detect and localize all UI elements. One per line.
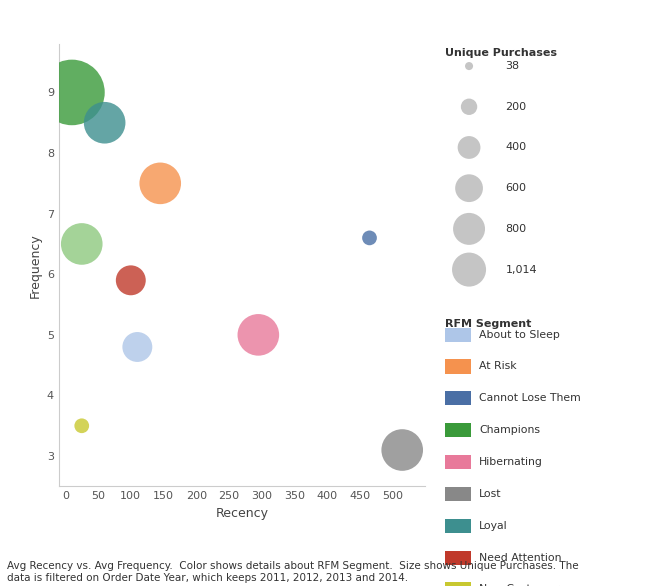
FancyBboxPatch shape — [445, 582, 471, 586]
Text: Champions: Champions — [479, 425, 540, 435]
Text: Unique Purchases: Unique Purchases — [445, 49, 557, 59]
Text: RFM Segment: RFM Segment — [445, 319, 531, 329]
Y-axis label: Frequency: Frequency — [28, 233, 41, 298]
Point — [132, 342, 143, 352]
Point — [464, 265, 474, 274]
Point — [464, 143, 474, 152]
Text: Avg Recency vs. Avg Frequency.  Color shows details about RFM Segment.  Size sho: Avg Recency vs. Avg Frequency. Color sho… — [7, 561, 578, 583]
Text: 600: 600 — [506, 183, 526, 193]
Point — [99, 118, 110, 127]
Point — [364, 233, 375, 243]
Point — [464, 224, 474, 234]
Point — [126, 275, 136, 285]
FancyBboxPatch shape — [445, 455, 471, 469]
Text: 200: 200 — [506, 102, 526, 112]
Text: About to Sleep: About to Sleep — [479, 330, 560, 340]
X-axis label: Recency: Recency — [215, 507, 269, 520]
Text: Lost: Lost — [479, 489, 502, 499]
Point — [77, 421, 87, 431]
FancyBboxPatch shape — [445, 328, 471, 342]
Text: New Customers: New Customers — [479, 584, 565, 586]
FancyBboxPatch shape — [445, 423, 471, 437]
FancyBboxPatch shape — [445, 359, 471, 373]
Text: 400: 400 — [506, 142, 526, 152]
FancyBboxPatch shape — [445, 391, 471, 406]
Text: 38: 38 — [506, 61, 520, 71]
Point — [464, 62, 474, 71]
Text: Cannot Lose Them: Cannot Lose Them — [479, 393, 581, 403]
Point — [464, 102, 474, 111]
Point — [155, 179, 165, 188]
Text: Loyal: Loyal — [479, 521, 508, 531]
Text: At Risk: At Risk — [479, 362, 517, 372]
Point — [253, 330, 264, 339]
Text: RFM Segment By Frequency and Recency: RFM Segment By Frequency and Recency — [8, 11, 332, 25]
Text: Hibernating: Hibernating — [479, 457, 543, 467]
Text: 1,014: 1,014 — [506, 265, 537, 275]
Point — [464, 183, 474, 193]
Point — [67, 88, 77, 97]
FancyBboxPatch shape — [445, 487, 471, 501]
Text: Need Attention: Need Attention — [479, 553, 562, 563]
Point — [397, 445, 407, 455]
Point — [77, 239, 87, 248]
Text: 800: 800 — [506, 224, 526, 234]
FancyBboxPatch shape — [445, 519, 471, 533]
FancyBboxPatch shape — [445, 550, 471, 565]
